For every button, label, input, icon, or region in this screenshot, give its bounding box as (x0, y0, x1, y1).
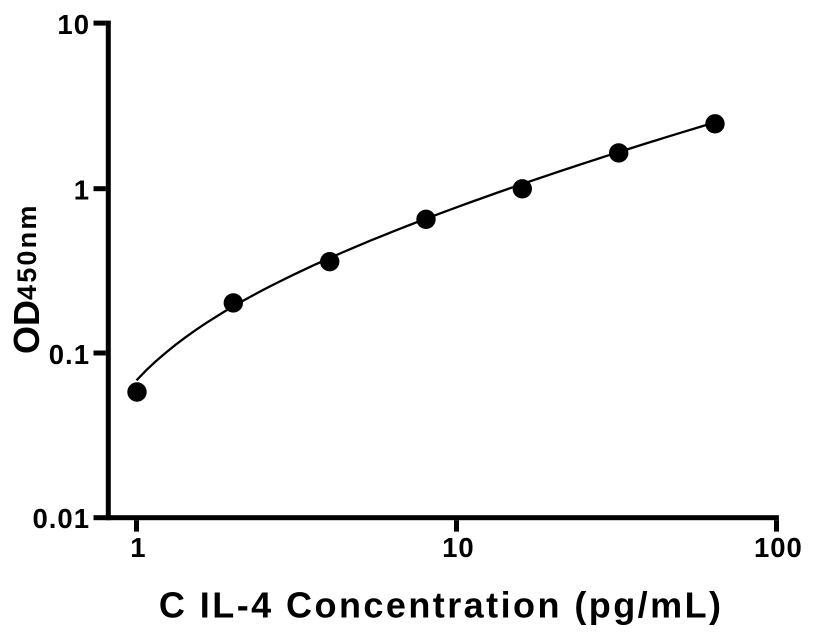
svg-text:1: 1 (130, 532, 146, 563)
svg-text:OD450nm: OD450nm (6, 203, 47, 354)
svg-text:0.1: 0.1 (49, 339, 90, 370)
svg-text:100: 100 (754, 532, 803, 563)
svg-text:10: 10 (57, 9, 90, 40)
svg-text:10: 10 (442, 532, 475, 563)
svg-text:0.01: 0.01 (32, 503, 90, 534)
svg-text:1: 1 (74, 175, 90, 206)
svg-text:C IL-4 Concentration (pg/mL): C IL-4 Concentration (pg/mL) (159, 584, 724, 625)
